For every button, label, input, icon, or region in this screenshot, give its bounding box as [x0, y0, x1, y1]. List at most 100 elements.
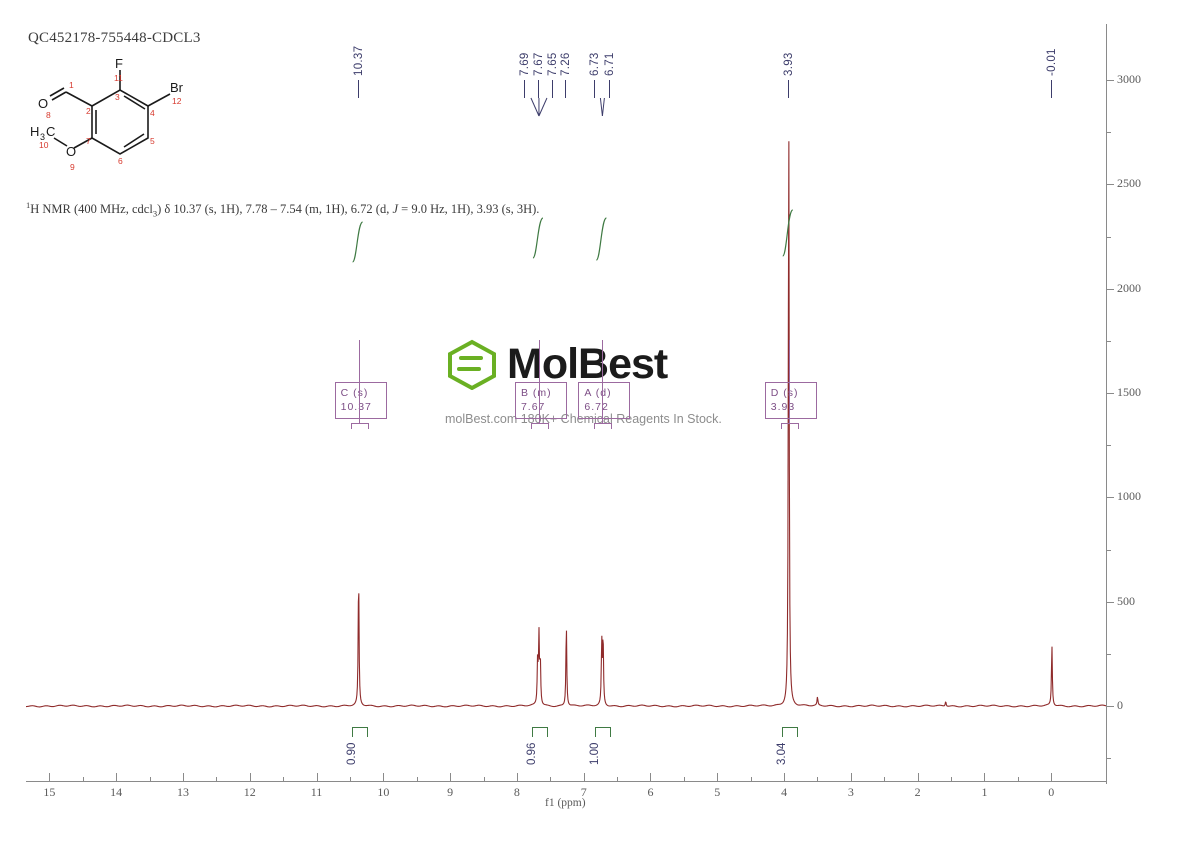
nmr-caption-text: 1H NMR (400 MHz, cdcl3) δ 10.37 (s, 1H),…: [26, 200, 539, 219]
x-tick-minor: [750, 777, 752, 781]
x-tick-label-7: 7: [580, 785, 587, 799]
multiplet-stem: [788, 340, 790, 424]
ring-index-3: 3: [115, 92, 120, 102]
x-tick-label-0: 0: [1048, 785, 1055, 799]
peak-label-3m93: 3.93: [782, 52, 795, 76]
caption-part-c: = 9.0 Hz, 1H), 3.93 (s, 3H).: [398, 202, 540, 217]
multiplet-box-D[interactable]: D (s) 3.93: [764, 382, 817, 420]
multiplet-range-bracket: [530, 423, 549, 429]
y-axis-line: [1106, 24, 1107, 784]
x-tick-minor: [817, 777, 819, 781]
x-tick-minor: [416, 777, 418, 781]
integration-value-3-04: 3.04: [775, 742, 788, 765]
peak-label-7m69: 7.69: [518, 52, 531, 76]
multiplet-stem: [358, 340, 360, 424]
ring-index-5: 5: [150, 136, 155, 146]
multiplet-shift: 6.72: [584, 401, 609, 414]
integration-bracket: [531, 727, 548, 737]
atom-index-10: 10: [39, 140, 49, 150]
x-tick-label-8: 8: [513, 785, 520, 799]
peak-label-10m37: 10.37: [352, 45, 365, 76]
x-tick-minor: [82, 777, 84, 781]
peak-label-m0-01: -0.01: [1045, 48, 1058, 76]
x-tick-label-10: 10: [377, 785, 390, 799]
multiplet-stem: [602, 340, 604, 424]
x-tick: [316, 773, 318, 781]
peak-leader-line: [609, 80, 611, 98]
multiplet-box-C[interactable]: C (s) 10.37: [334, 382, 387, 420]
x-axis-line: [26, 781, 1106, 782]
y-tick-label-1000: 1000: [1117, 489, 1141, 504]
caption-nucleus: 1: [26, 200, 31, 210]
integration-value-0-96: 0.96: [525, 742, 538, 765]
multiplet-id-type: C (s): [340, 387, 369, 399]
y-tick: [1106, 497, 1114, 499]
x-tick-minor: [617, 777, 619, 781]
y-tick-minor: [1106, 132, 1111, 134]
peak-leader-line: [593, 80, 595, 98]
peak-label-7m26: 7.26: [560, 52, 573, 76]
atom-index-12: 12: [172, 96, 182, 106]
caption-part-a: H NMR (400 MHz, cdcl: [30, 202, 153, 217]
multiplet-box-B[interactable]: B (m) 7.67: [514, 382, 567, 420]
ring-index-1: 1: [69, 80, 74, 90]
x-tick: [116, 773, 118, 781]
ring-index-2: 2: [86, 106, 91, 116]
atom-label-CH3: H: [30, 124, 39, 139]
x-tick: [717, 773, 719, 781]
caption-part-b: ) δ 10.37 (s, 1H), 7.78 – 7.54 (m, 1H), …: [157, 202, 393, 217]
atom-index-8: 8: [46, 110, 51, 120]
ring-index-6: 6: [118, 156, 123, 166]
atom-label-F: F: [115, 56, 123, 71]
y-tick-label-2000: 2000: [1117, 280, 1141, 295]
x-tick: [182, 773, 184, 781]
peak-leader-line: [537, 80, 539, 98]
x-tick-minor: [149, 777, 151, 781]
x-tick: [784, 773, 786, 781]
peak-leader-line: [787, 80, 789, 98]
y-tick-label-500: 500: [1117, 593, 1135, 608]
x-tick-label-9: 9: [447, 785, 454, 799]
peak-leader-line: [552, 80, 554, 98]
peak-label-6m71: 6.71: [604, 52, 617, 76]
nmr-plot[interactable]: 10.37 7.69 7.67 7.65 7.26 6.73 6.71 3.93 -0.01 C …: [26, 24, 1106, 784]
y-tick: [1106, 288, 1114, 290]
peak-leader-line: [1050, 80, 1052, 98]
x-tick: [984, 773, 986, 781]
y-tick-label-2500: 2500: [1117, 176, 1141, 191]
x-tick-minor: [216, 777, 218, 781]
atom-label-O9: O: [66, 144, 76, 159]
multiplet-stem: [538, 340, 540, 424]
multiplet-shift: 7.67: [520, 401, 546, 414]
x-tick-minor: [283, 777, 285, 781]
integration-value-0-90: 0.90: [345, 742, 358, 765]
multiplet-box-A[interactable]: A (d) 6.72: [578, 382, 631, 420]
x-tick-label-11: 11: [310, 785, 323, 799]
peak-label-7m67: 7.67: [532, 52, 545, 76]
x-tick-label-12: 12: [243, 785, 256, 799]
x-tick-minor: [483, 777, 485, 781]
x-axis-label: f1 (ppm): [545, 797, 586, 809]
x-tick: [917, 773, 919, 781]
x-tick-label-13: 13: [176, 785, 189, 799]
integration-bracket: [351, 727, 368, 737]
ring-index-4: 4: [150, 108, 155, 118]
y-tick: [1106, 393, 1114, 394]
y-tick: [1106, 706, 1114, 707]
y-tick: [1106, 80, 1114, 81]
x-tick-label-15: 15: [43, 785, 56, 799]
atom-label-Br: Br: [170, 80, 184, 95]
atom-label-C10: C: [46, 124, 55, 139]
peak-leader-line: [357, 80, 359, 98]
y-tick: [1106, 184, 1114, 186]
x-tick: [850, 773, 852, 781]
x-tick-label-4: 4: [781, 785, 788, 799]
multiplet-shift: 10.37: [340, 401, 372, 414]
peak-leader-line: [565, 80, 567, 98]
x-tick-label-2: 2: [914, 785, 921, 799]
y-tick-minor: [1106, 445, 1111, 447]
x-tick: [450, 773, 452, 781]
multiplet-range-bracket: [780, 423, 799, 429]
sample-title: QC452178-755448-CDCL3: [28, 30, 201, 46]
multiplet-id-type: D (s): [770, 387, 799, 399]
